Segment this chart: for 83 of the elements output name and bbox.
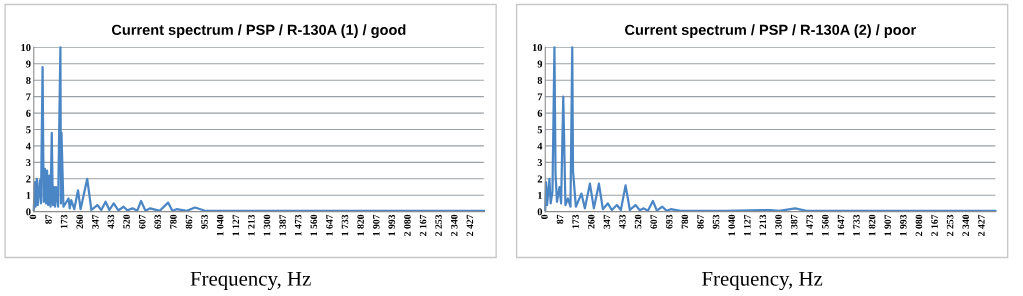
x-tick-label: 1 907 (372, 214, 380, 236)
y-tick-label: 2 (26, 175, 31, 183)
y-tick-label: 10 (21, 44, 31, 52)
x-tick-label: 347 (603, 214, 611, 229)
x-tick-label: 1 213 (248, 214, 255, 236)
x-tick-label: 2 167 (419, 214, 427, 236)
x-tick-label: 0 (541, 214, 548, 219)
x-tick-label: 1 300 (263, 214, 271, 236)
y-tick-label: 3 (537, 159, 543, 167)
y-tick-label: 2 (537, 175, 543, 183)
x-tick-label: 1 733 (341, 214, 349, 236)
y-tick-label: 5 (26, 126, 31, 134)
y-tick-label: 1 (538, 191, 542, 199)
x-tick-label: 693 (154, 214, 161, 229)
x-tick-label: 1 473 (806, 214, 813, 236)
x-tick-label: 260 (76, 214, 84, 229)
x-tick-label: 2 080 (404, 214, 411, 236)
x-tick-label: 1 040 (216, 214, 224, 236)
y-tick-label: 9 (537, 60, 543, 68)
x-tick-label: 693 (665, 214, 673, 229)
x-tick-label: 87 (556, 214, 564, 224)
line-series (32, 46, 485, 212)
x-tick-label: 607 (138, 214, 146, 229)
x-tick-label: 1 300 (775, 214, 782, 236)
x-tick-label: 2 340 (962, 214, 969, 236)
y-tick-label: 8 (26, 76, 31, 84)
x-tick-label: 520 (634, 214, 642, 229)
y-tick-label: 8 (537, 76, 543, 84)
y-tick-label: 6 (537, 109, 543, 117)
x-tick-label: 780 (681, 214, 689, 229)
y-tick-label: 4 (537, 142, 543, 150)
x-tick-label: 433 (107, 214, 115, 229)
x-tick-label: 1 127 (232, 214, 240, 236)
x-tick-label: 1 127 (744, 214, 751, 236)
x-tick-label: 1 560 (310, 214, 318, 236)
x-tick-label: 1 907 (884, 214, 892, 236)
x-tick-label: 1 993 (899, 214, 907, 236)
x-tick-label: 1 560 (822, 214, 829, 236)
x-tick-label: 173 (60, 214, 68, 229)
x-tick-label: 520 (123, 214, 130, 229)
x-tick-label: 953 (712, 214, 720, 229)
x-tick-label: 953 (201, 214, 208, 229)
x-tick-label: 1 647 (837, 214, 845, 236)
x-tick-label: 2 427 (466, 214, 474, 236)
x-tick-label: 1 387 (279, 214, 286, 236)
x-tick-label: 2 427 (978, 214, 985, 236)
x-tick-label: 1 473 (294, 214, 302, 236)
x-tick-label: 1 213 (759, 214, 767, 236)
x-tick-label: 1 820 (868, 214, 876, 236)
x-tick-label: 1 820 (357, 214, 364, 236)
x-tick-label: 347 (92, 214, 99, 229)
y-tick-label: 6 (26, 109, 31, 117)
y-tick-label: 7 (26, 93, 31, 101)
x-tick-label: 2 080 (915, 214, 923, 236)
x-tick-label: 1 647 (326, 214, 333, 236)
x-axis-title: Frequency, Hz (190, 271, 311, 291)
x-tick-label: 1 387 (790, 214, 798, 236)
x-tick-label: 433 (619, 214, 626, 229)
x-axis-title: Frequency, Hz (702, 271, 823, 291)
chart-title: Current spectrum / PSP / R-130A (1) / good (111, 24, 406, 38)
x-tick-label: 607 (650, 214, 657, 229)
x-tick-label: 260 (587, 214, 595, 229)
x-tick-label: 780 (170, 214, 177, 229)
x-tick-label: 2 253 (946, 214, 954, 236)
chart-title: Current spectrum / PSP / R-130A (2) / poor (625, 24, 916, 38)
x-tick-label: 173 (572, 214, 579, 229)
line-series (544, 46, 997, 212)
x-tick-label: 1 733 (853, 214, 860, 236)
x-tick-label: 2 167 (931, 214, 938, 236)
y-tick-label: 1 (26, 191, 31, 199)
x-tick-label: 867 (697, 214, 704, 229)
x-tick-label: 1 040 (728, 214, 735, 236)
x-tick-label: 2 340 (450, 214, 458, 236)
y-tick-label: 3 (26, 159, 31, 167)
y-tick-label: 10 (532, 44, 543, 52)
y-tick-label: 7 (537, 93, 543, 101)
y-tick-label: 9 (26, 60, 31, 68)
x-tick-label: 2 253 (435, 214, 442, 236)
y-tick-label: 4 (25, 142, 31, 150)
x-tick-label: 867 (185, 214, 193, 229)
x-tick-label: 1 993 (388, 214, 396, 236)
y-tick-label: 5 (537, 126, 543, 134)
x-tick-label: 87 (45, 214, 52, 224)
